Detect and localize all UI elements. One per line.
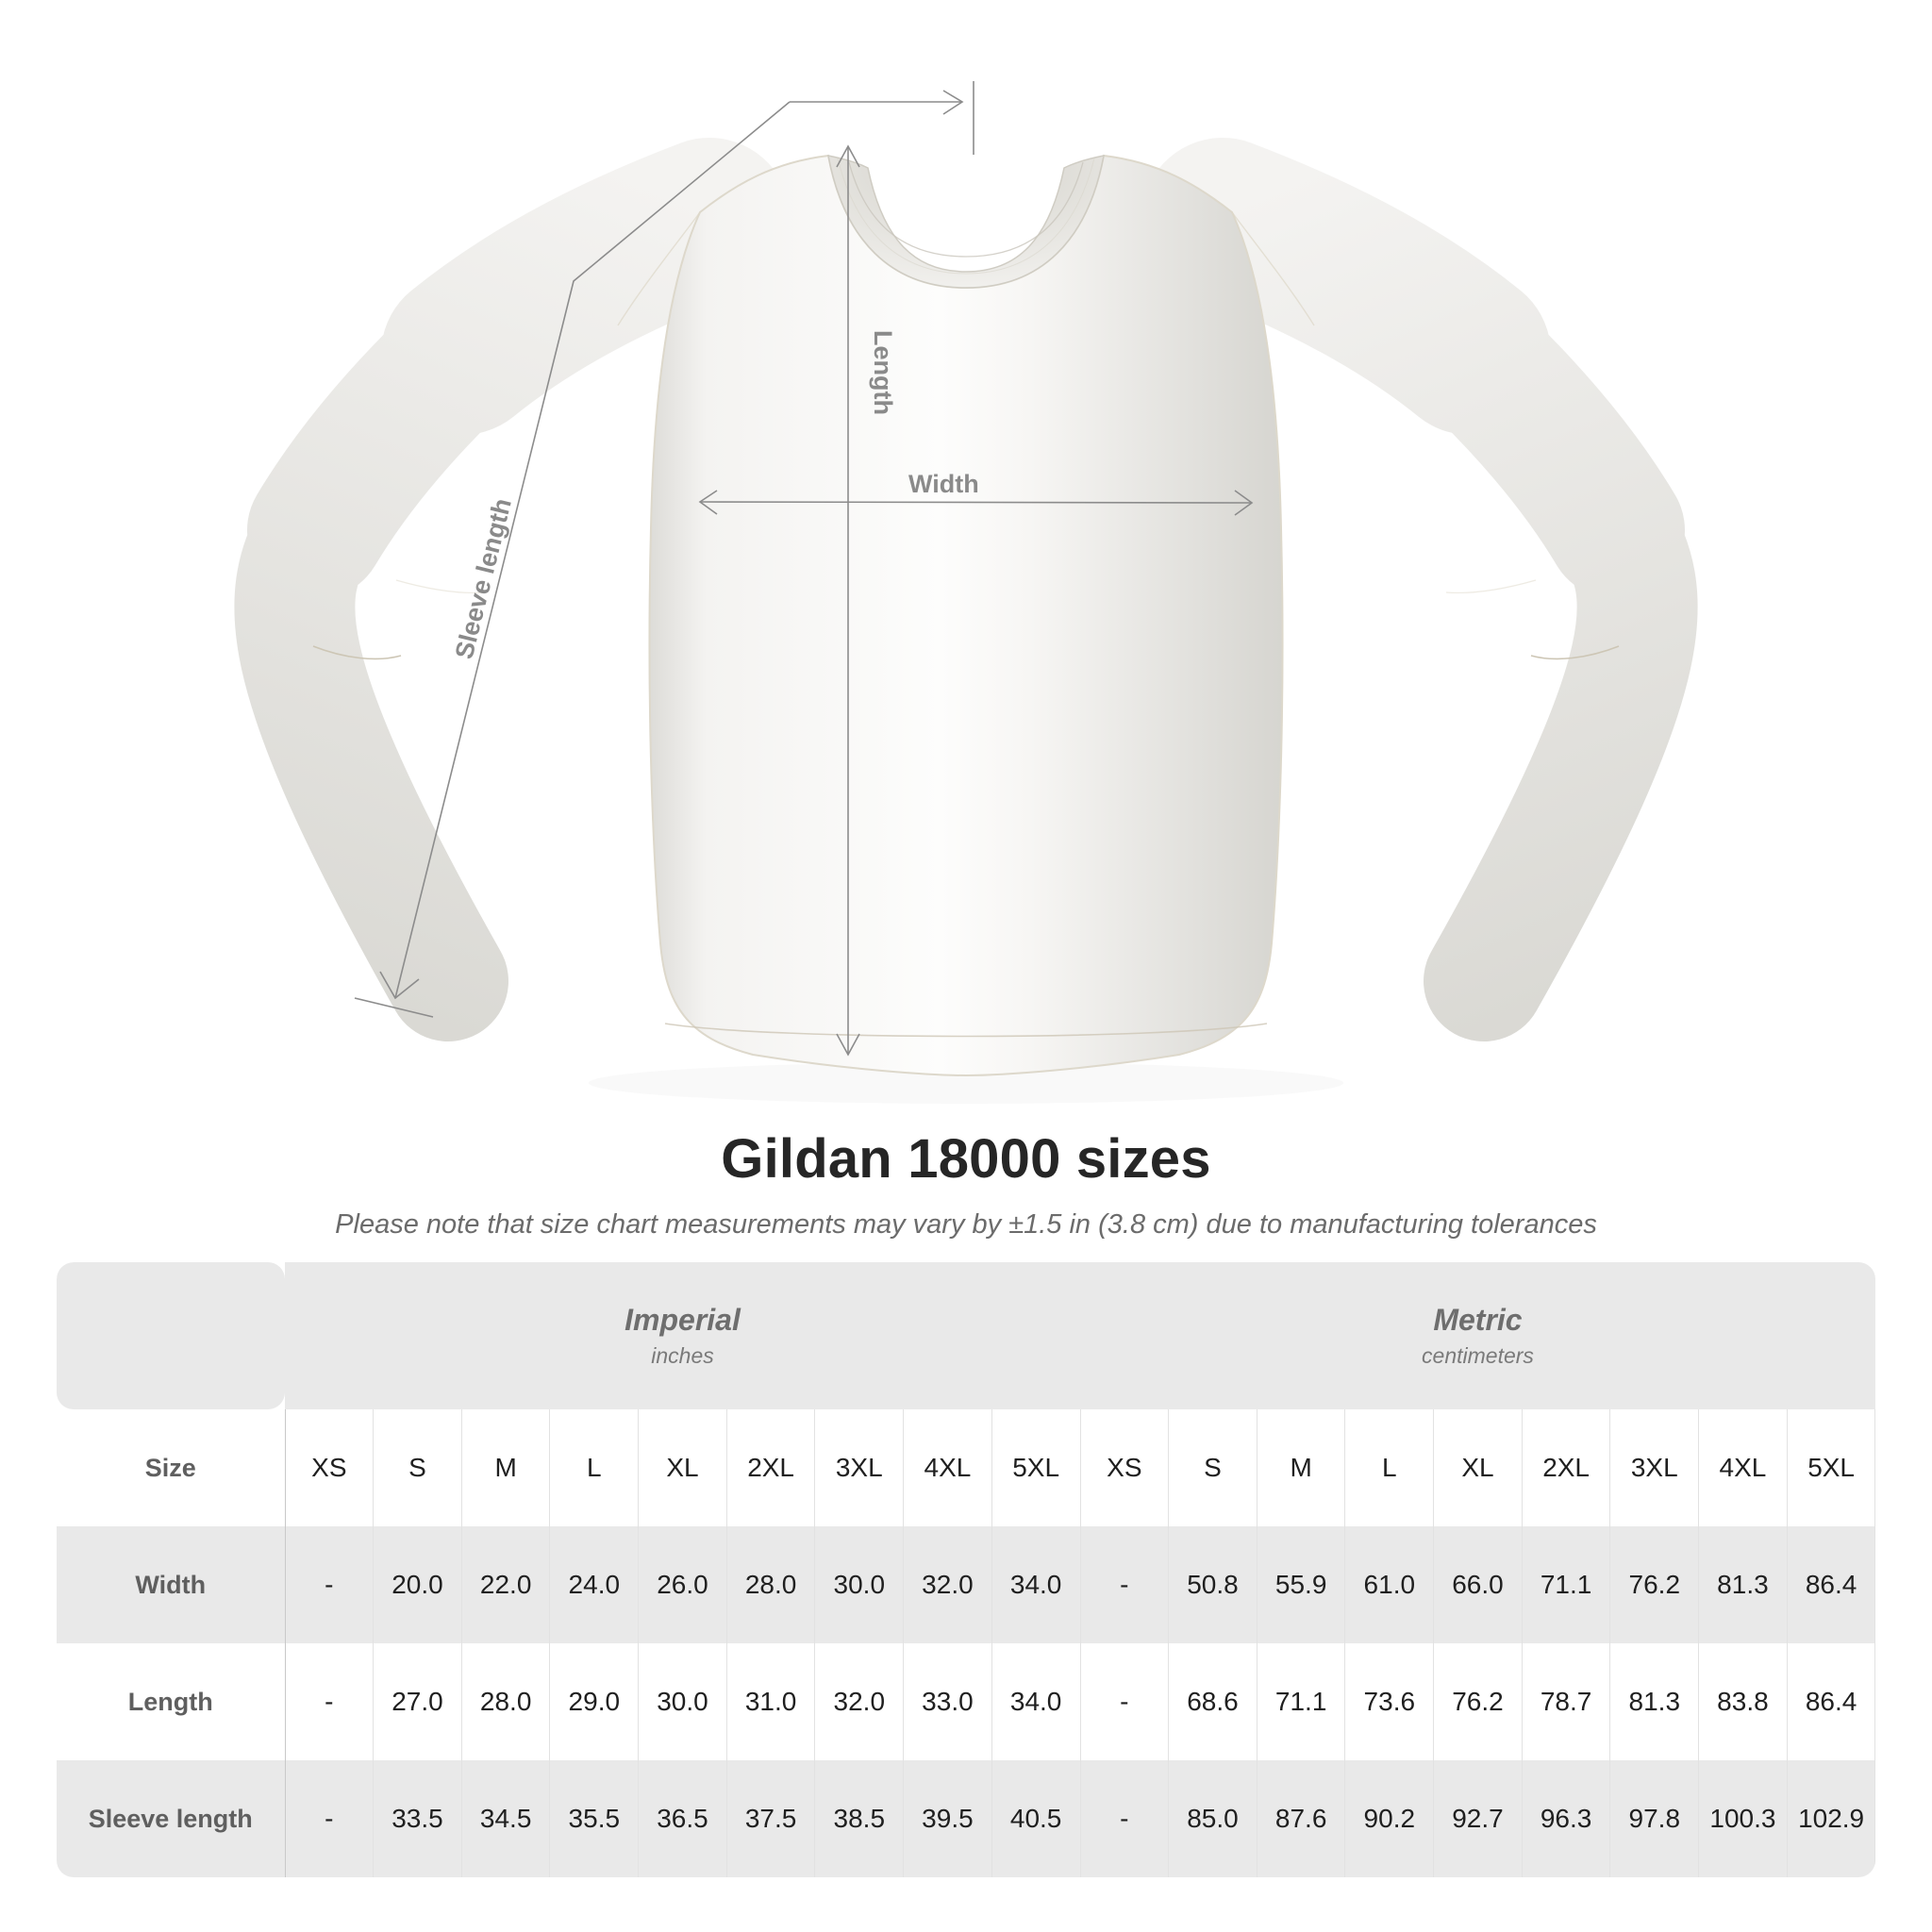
svg-text:Width: Width bbox=[908, 470, 979, 498]
svg-text:Length: Length bbox=[869, 330, 897, 415]
svg-text:Sleeve length: Sleeve length bbox=[450, 495, 517, 661]
